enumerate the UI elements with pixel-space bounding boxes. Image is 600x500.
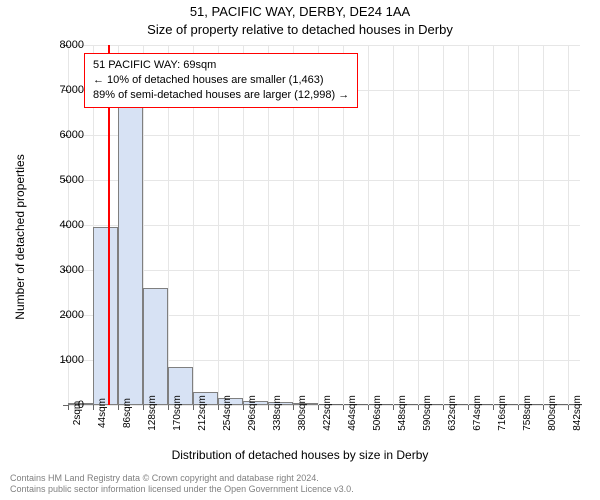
xtick-mark xyxy=(518,405,519,410)
xtick-mark xyxy=(218,405,219,410)
xtick-label: 170sqm xyxy=(172,395,183,431)
annotation-line-3: 89% of semi-detached houses are larger (… xyxy=(93,88,349,103)
xtick-mark xyxy=(543,405,544,410)
xtick-mark xyxy=(193,405,194,410)
footer-line-2: Contains public sector information licen… xyxy=(10,484,590,496)
gridline-h xyxy=(68,270,580,271)
gridline-h xyxy=(68,180,580,181)
xtick-mark xyxy=(243,405,244,410)
xtick-mark xyxy=(493,405,494,410)
gridline-h xyxy=(68,45,580,46)
xtick-label: 716sqm xyxy=(497,395,508,431)
histogram-bar xyxy=(93,227,118,405)
xtick-label: 548sqm xyxy=(397,395,408,431)
ytick-label: 6000 xyxy=(24,129,84,141)
xtick-label: 254sqm xyxy=(222,395,233,431)
ytick-label: 3000 xyxy=(24,264,84,276)
xtick-label: 44sqm xyxy=(97,398,108,428)
histogram-bar xyxy=(118,104,143,406)
histogram-bar xyxy=(143,288,168,405)
y-axis-label: Number of detached properties xyxy=(13,137,27,337)
xtick-mark xyxy=(68,405,69,410)
gridline-v xyxy=(418,45,419,405)
xtick-mark xyxy=(318,405,319,410)
chart-container: 51, PACIFIC WAY, DERBY, DE24 1AA Size of… xyxy=(0,0,600,500)
xtick-label: 296sqm xyxy=(247,395,258,431)
x-axis-label: Distribution of detached houses by size … xyxy=(0,448,600,462)
footer-line-1: Contains HM Land Registry data © Crown c… xyxy=(10,473,590,485)
xtick-mark xyxy=(568,405,569,410)
gridline-v xyxy=(493,45,494,405)
xtick-label: 506sqm xyxy=(372,395,383,431)
annotation-line-1: 51 PACIFIC WAY: 69sqm xyxy=(93,58,349,73)
gridline-v xyxy=(443,45,444,405)
xtick-label: 632sqm xyxy=(447,395,458,431)
xtick-label: 674sqm xyxy=(472,395,483,431)
gridline-v xyxy=(393,45,394,405)
gridline-v xyxy=(518,45,519,405)
ytick-label: 5000 xyxy=(24,174,84,186)
xtick-label: 86sqm xyxy=(122,398,133,428)
gridline-h xyxy=(68,135,580,136)
xtick-mark xyxy=(268,405,269,410)
xtick-mark xyxy=(468,405,469,410)
xtick-mark xyxy=(293,405,294,410)
xtick-label: 758sqm xyxy=(522,395,533,431)
xtick-mark xyxy=(418,405,419,410)
xtick-mark xyxy=(443,405,444,410)
xtick-label: 464sqm xyxy=(347,395,358,431)
xtick-mark xyxy=(168,405,169,410)
xtick-label: 212sqm xyxy=(197,395,208,431)
ytick-label: 2000 xyxy=(24,309,84,321)
xtick-label: 2sqm xyxy=(72,401,83,425)
xtick-mark xyxy=(143,405,144,410)
gridline-v xyxy=(543,45,544,405)
gridline-v xyxy=(368,45,369,405)
xtick-label: 380sqm xyxy=(297,395,308,431)
xtick-mark xyxy=(93,405,94,410)
plot-area: 51 PACIFIC WAY: 69sqm← 10% of detached h… xyxy=(68,45,580,405)
xtick-label: 800sqm xyxy=(547,395,558,431)
xtick-label: 128sqm xyxy=(147,395,158,431)
footer-attribution: Contains HM Land Registry data © Crown c… xyxy=(10,473,590,496)
ytick-label: 7000 xyxy=(24,84,84,96)
annotation-line-2: ← 10% of detached houses are smaller (1,… xyxy=(93,73,349,88)
gridline-h xyxy=(68,225,580,226)
chart-title-sub: Size of property relative to detached ho… xyxy=(0,22,600,37)
xtick-mark xyxy=(368,405,369,410)
ytick-label: 4000 xyxy=(24,219,84,231)
chart-title-main: 51, PACIFIC WAY, DERBY, DE24 1AA xyxy=(0,4,600,19)
xtick-mark xyxy=(343,405,344,410)
xtick-label: 338sqm xyxy=(272,395,283,431)
xtick-label: 422sqm xyxy=(322,395,333,431)
xtick-label: 842sqm xyxy=(572,395,583,431)
gridline-v xyxy=(468,45,469,405)
ytick-label: 1000 xyxy=(24,354,84,366)
ytick-label: 8000 xyxy=(24,39,84,51)
xtick-mark xyxy=(118,405,119,410)
xtick-mark xyxy=(393,405,394,410)
annotation-box: 51 PACIFIC WAY: 69sqm← 10% of detached h… xyxy=(84,53,358,108)
gridline-v xyxy=(568,45,569,405)
xtick-label: 590sqm xyxy=(422,395,433,431)
